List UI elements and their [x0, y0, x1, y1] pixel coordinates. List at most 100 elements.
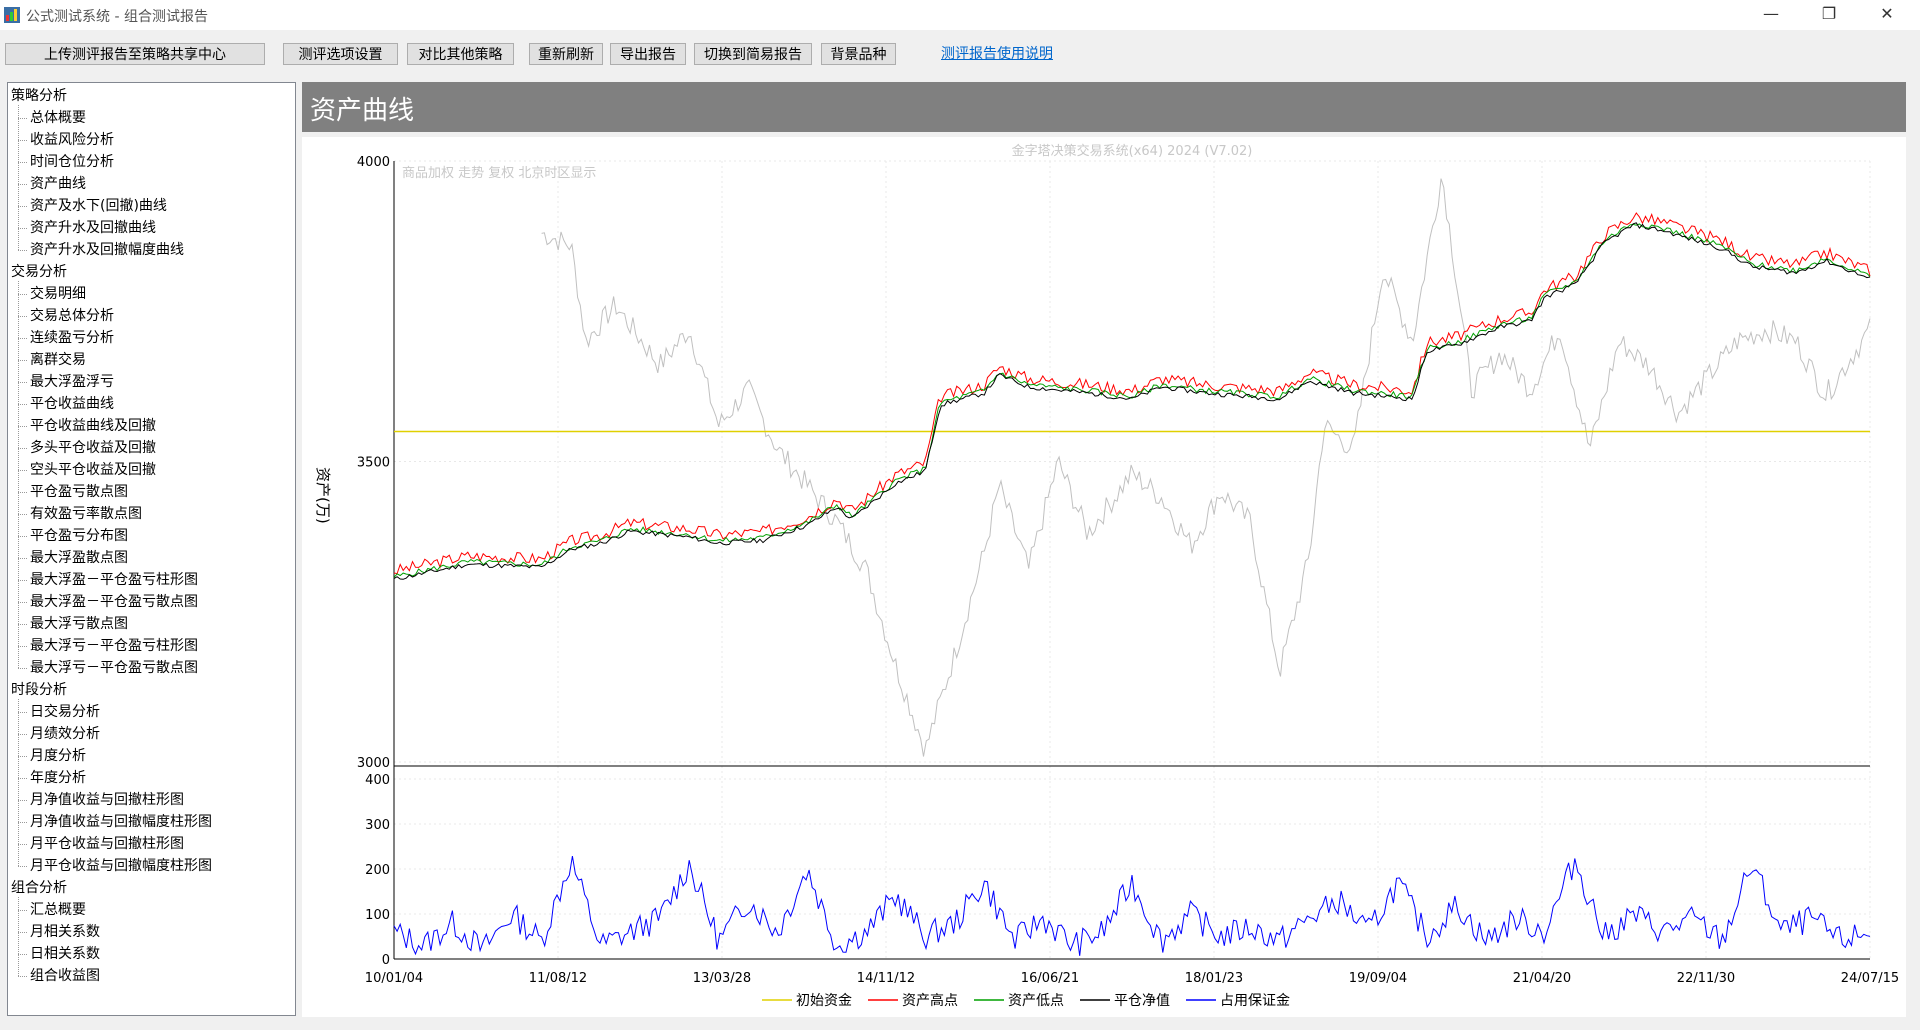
tree-item[interactable]: 最大浮亏－平仓盈亏柱形图	[30, 638, 198, 654]
tree-connector	[18, 822, 27, 823]
tree-connector	[18, 976, 27, 977]
tree-item[interactable]: 最大浮盈浮亏	[30, 374, 114, 390]
margin-line	[393, 856, 1871, 956]
sub-y-tick-label: 200	[365, 863, 390, 878]
chart-svg: 金字塔决策交易系统(x64) 2024 (V7.02) 商品加权 走势 复权 北京…	[314, 143, 1899, 1009]
tree-item[interactable]: 平仓收益曲线及回撤	[30, 418, 156, 434]
tree-connector	[18, 492, 27, 493]
tree-connector	[18, 897, 19, 976]
switch-simple-report-button[interactable]: 切换到简易报告	[694, 43, 812, 65]
tree-connector	[18, 360, 27, 361]
x-tick-label: 11/08/12	[529, 971, 587, 986]
tree-item[interactable]: 有效盈亏率散点图	[30, 506, 142, 522]
tree-connector	[18, 800, 27, 801]
compare-strategy-button[interactable]: 对比其他策略	[407, 43, 514, 65]
sub-y-tick-label: 0	[382, 953, 390, 968]
tree-item[interactable]: 资产及水下(回撤)曲线	[30, 198, 167, 214]
tree-item[interactable]: 资产升水及回撤曲线	[30, 220, 156, 236]
tree-connector	[18, 712, 27, 713]
tree-item[interactable]: 最大浮亏散点图	[30, 616, 128, 632]
tree-connector	[18, 404, 27, 405]
close-button[interactable]: ✕	[1864, 0, 1910, 30]
tree-item[interactable]: 平仓盈亏分布图	[30, 528, 128, 544]
upload-report-button[interactable]: 上传测评报告至策略共享中心	[5, 43, 265, 65]
tree-item[interactable]: 最大浮亏－平仓盈亏散点图	[30, 660, 198, 676]
minimize-icon: —	[1763, 4, 1779, 23]
tree-item[interactable]: 时间仓位分析	[30, 154, 114, 170]
report-navigation-tree[interactable]: 策略分析 总体概要 收益风险分析 时间仓位分析 资产曲线 资产及水下(回撤)曲线 资产升水及…	[7, 82, 296, 1016]
net-value-line	[393, 222, 1871, 580]
tree-item[interactable]: 汇总概要	[30, 902, 86, 918]
minimize-button[interactable]: —	[1748, 0, 1794, 30]
title-bar: 公式测试系统 - 组合测试报告	[0, 0, 1920, 30]
tree-item[interactable]: 交易明细	[30, 286, 86, 302]
test-options-button[interactable]: 测评选项设置	[283, 43, 398, 65]
window-title: 公式测试系统 - 组合测试报告	[26, 9, 208, 25]
chart-watermark: 金字塔决策交易系统(x64) 2024 (V7.02)	[1012, 143, 1253, 159]
tree-connector	[18, 734, 27, 735]
refresh-button[interactable]: 重新刷新	[529, 43, 603, 65]
tree-item[interactable]: 空头平仓收益及回撤	[30, 462, 156, 478]
tree-item[interactable]: 最大浮盈－平仓盈亏柱形图	[30, 572, 198, 588]
background-symbol-button[interactable]: 背景品种	[821, 43, 896, 65]
tree-item[interactable]: 月绩效分析	[30, 726, 100, 742]
restore-button[interactable]: ❐	[1806, 0, 1852, 30]
tree-connector	[18, 756, 27, 757]
tree-connector	[18, 558, 27, 559]
tree-item[interactable]: 月相关系数	[30, 924, 100, 940]
tree-item[interactable]: 组合收益图	[30, 968, 100, 984]
tree-connector	[18, 281, 19, 668]
tree-connector	[18, 316, 27, 317]
background-series-line	[541, 178, 1871, 757]
tree-item[interactable]: 月净值收益与回撤柱形图	[30, 792, 184, 808]
tree-item[interactable]: 连续盈亏分析	[30, 330, 114, 346]
x-tick-label: 16/06/21	[1021, 971, 1079, 986]
tree-item[interactable]: 多头平仓收益及回撤	[30, 440, 156, 456]
panel-title: 资产曲线	[310, 96, 415, 126]
tree-item[interactable]: 月平仓收益与回撤幅度柱形图	[30, 858, 212, 874]
tree-item[interactable]: 最大浮盈散点图	[30, 550, 128, 566]
tree-item[interactable]: 交易总体分析	[30, 308, 114, 324]
tree-item[interactable]: 平仓收益曲线	[30, 396, 114, 412]
tree-connector	[18, 514, 27, 515]
tree-connector	[18, 294, 27, 295]
tree-item[interactable]: 日交易分析	[30, 704, 100, 720]
tree-item[interactable]: 离群交易	[30, 352, 86, 368]
legend-label: 资产高点	[902, 992, 958, 1009]
tree-group[interactable]: 时段分析	[11, 682, 67, 698]
x-tick-label: 24/07/15	[1841, 971, 1899, 986]
tree-connector	[18, 536, 27, 537]
tree-connector	[18, 426, 27, 427]
legend-label: 资产低点	[1008, 993, 1064, 1009]
tree-item[interactable]: 资产升水及回撤幅度曲线	[30, 242, 184, 258]
tree-item[interactable]: 年度分析	[30, 770, 86, 786]
y-tick-label: 4000	[357, 155, 390, 170]
tree-connector	[18, 184, 27, 185]
tree-connector	[18, 910, 27, 911]
tree-connector	[18, 470, 27, 471]
tree-item[interactable]: 平仓盈亏散点图	[30, 484, 128, 500]
tree-group[interactable]: 组合分析	[11, 880, 67, 896]
help-link[interactable]: 测评报告使用说明	[941, 46, 1053, 62]
tree-item[interactable]: 月净值收益与回撤幅度柱形图	[30, 814, 212, 830]
close-icon: ✕	[1880, 4, 1894, 23]
app-icon	[4, 7, 20, 23]
legend-label: 平仓净值	[1114, 993, 1170, 1009]
asset-curve-chart: 金字塔决策交易系统(x64) 2024 (V7.02) 商品加权 走势 复权 北京…	[302, 137, 1906, 1017]
tree-item[interactable]: 资产曲线	[30, 176, 86, 192]
tree-item[interactable]: 总体概要	[30, 110, 86, 126]
tree-group[interactable]: 策略分析	[11, 88, 67, 104]
y-axis-label: 资产(万)	[314, 467, 332, 524]
tree-connector	[18, 778, 27, 779]
tree-connector	[18, 866, 27, 867]
tree-item[interactable]: 收益风险分析	[30, 132, 114, 148]
tree-item[interactable]: 月度分析	[30, 748, 86, 764]
export-report-button[interactable]: 导出报告	[610, 43, 686, 65]
y-tick-label: 3500	[357, 456, 390, 471]
tree-item[interactable]: 月平仓收益与回撤柱形图	[30, 836, 184, 852]
tree-group[interactable]: 交易分析	[11, 264, 67, 280]
tree-connector	[18, 206, 27, 207]
tree-item[interactable]: 最大浮盈－平仓盈亏散点图	[30, 594, 198, 610]
tree-connector	[18, 382, 27, 383]
tree-item[interactable]: 日相关系数	[30, 946, 100, 962]
